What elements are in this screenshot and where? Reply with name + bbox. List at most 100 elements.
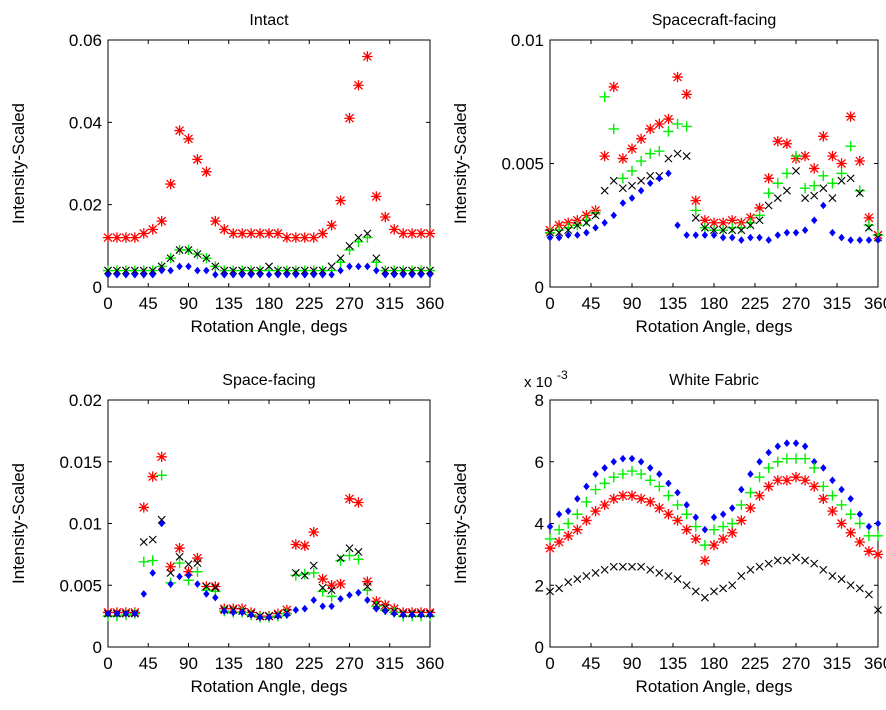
data-point-x [819, 184, 828, 193]
data-point-diamond [274, 270, 282, 279]
x-tick-label: 225 [741, 654, 769, 673]
data-point-plus [590, 207, 601, 219]
data-point-star [690, 195, 701, 206]
data-point-star [156, 215, 167, 227]
data-point-x [810, 191, 819, 200]
data-point-x [202, 254, 211, 263]
x-tick-label: 360 [416, 294, 444, 313]
data-point-x [300, 266, 309, 275]
data-point-plus [608, 123, 619, 135]
data-point-diamond [158, 519, 165, 528]
data-point-star [563, 530, 574, 542]
data-point-diamond [683, 231, 690, 239]
data-point-plus [563, 222, 574, 233]
data-point-plus [553, 224, 565, 236]
data-point-star [745, 502, 756, 514]
data-point-star [290, 539, 302, 550]
data-point-diamond [738, 485, 745, 494]
data-point-star [809, 163, 820, 174]
y-tick-label: 6 [535, 453, 544, 472]
data-point-x [363, 229, 372, 238]
data-point-diamond [131, 609, 139, 618]
data-point-x [773, 556, 782, 565]
data-point-x [737, 226, 746, 235]
data-point-star [219, 224, 230, 235]
y-tick-label: 0 [93, 278, 102, 297]
data-point-x [300, 571, 309, 580]
y-ticks: 0 2 4 6 8 [535, 391, 878, 657]
data-point-x [764, 201, 773, 210]
data-point-diamond [874, 236, 882, 244]
data-point-diamond [104, 609, 112, 618]
data-point-x [746, 221, 755, 230]
y-axis-label: Intensity-Scaled [9, 103, 28, 224]
data-point-x [837, 176, 846, 185]
data-point-diamond [647, 464, 654, 472]
data-point-star [553, 536, 565, 548]
data-point-diamond [874, 519, 882, 528]
x-tick-label: 270 [335, 294, 363, 313]
data-point-x [417, 266, 426, 275]
data-point-star [717, 217, 729, 228]
data-point-x [710, 587, 718, 596]
data-point-star [308, 232, 319, 243]
data-point-plus [553, 524, 565, 535]
data-point-x [372, 254, 381, 263]
data-point-plus [754, 471, 765, 483]
data-point-x [691, 587, 700, 596]
data-point-x [682, 581, 691, 590]
data-point-star [781, 138, 793, 149]
data-point-x [710, 226, 718, 235]
data-point-x [104, 266, 112, 275]
data-point-plus [608, 471, 619, 483]
data-point-plus [809, 462, 820, 474]
data-point-x [764, 559, 773, 568]
data-point-x [399, 266, 408, 275]
x-tick-label: 0 [103, 294, 112, 313]
data-point-plus [863, 530, 875, 542]
data-point-diamond [337, 266, 344, 275]
data-point-x [618, 184, 627, 193]
data-point-x [309, 561, 318, 570]
data-point-diamond [328, 602, 335, 611]
data-point-diamond [230, 270, 237, 279]
data-point-star [809, 481, 820, 492]
data-point-x [719, 584, 728, 593]
data-point-diamond [319, 270, 326, 279]
data-point-diamond [719, 510, 727, 519]
data-point-x [247, 266, 256, 275]
data-point-x [655, 568, 664, 577]
data-point-diamond [820, 201, 827, 210]
data-point-diamond [801, 442, 809, 451]
data-point-x [837, 575, 846, 584]
data-point-x [211, 262, 220, 271]
x-tick-label: 180 [255, 654, 283, 673]
panel-intact: 0 45 90 135 180 225 270 315 360 0 0.02 0.04 0.06 Inta… [9, 12, 444, 336]
data-point-x [737, 571, 746, 580]
data-point-x [728, 581, 737, 590]
chart-title: White Fabric [669, 372, 759, 389]
data-point-star [617, 490, 629, 501]
axes-box [107, 39, 431, 288]
data-point-star [645, 496, 656, 508]
data-point-x [184, 245, 193, 254]
y-tick-label: 0.06 [69, 31, 102, 50]
x-ticks: 0 45 90 135 180 225 270 315 360 [545, 40, 886, 313]
data-point-x [336, 254, 345, 263]
data-point-plus [663, 490, 674, 501]
data-point-diamond [247, 611, 255, 619]
data-point-star [362, 51, 373, 62]
series-plus [544, 91, 884, 241]
data-point-plus [754, 210, 765, 221]
data-point-diamond [140, 270, 147, 279]
data-point-plus [736, 222, 747, 233]
data-point-x [318, 583, 327, 592]
series-diamond [546, 169, 882, 244]
x-ticks: 0 45 90 135 180 225 270 315 360 [545, 400, 886, 673]
data-point-diamond [176, 262, 183, 271]
data-point-star [672, 515, 683, 526]
data-point-star [424, 228, 436, 239]
data-point-x [609, 562, 618, 571]
x-tick-label: 45 [139, 294, 158, 313]
data-point-x [220, 266, 229, 275]
